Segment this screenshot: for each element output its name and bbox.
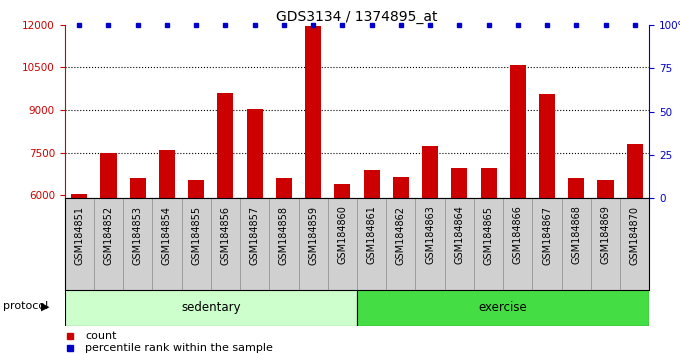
Bar bbox=[130, 178, 146, 198]
Title: GDS3134 / 1374895_at: GDS3134 / 1374895_at bbox=[276, 10, 438, 24]
Text: GSM184852: GSM184852 bbox=[103, 206, 114, 265]
Text: GSM184856: GSM184856 bbox=[220, 206, 231, 264]
Text: GSM184857: GSM184857 bbox=[250, 206, 260, 265]
Bar bbox=[71, 194, 87, 198]
Text: GSM184863: GSM184863 bbox=[425, 206, 435, 264]
Text: GSM184851: GSM184851 bbox=[74, 206, 84, 264]
Text: sedentary: sedentary bbox=[181, 302, 241, 314]
Bar bbox=[568, 178, 584, 198]
Bar bbox=[101, 153, 116, 198]
Text: GSM184868: GSM184868 bbox=[571, 206, 581, 264]
Text: GSM184866: GSM184866 bbox=[513, 206, 523, 264]
Text: percentile rank within the sample: percentile rank within the sample bbox=[85, 343, 273, 353]
Bar bbox=[422, 145, 438, 198]
Text: protocol: protocol bbox=[3, 301, 49, 311]
Text: GSM184869: GSM184869 bbox=[600, 206, 611, 264]
Text: GSM184854: GSM184854 bbox=[162, 206, 172, 264]
Bar bbox=[247, 109, 262, 198]
Bar bbox=[357, 290, 649, 326]
Bar bbox=[159, 150, 175, 198]
Bar bbox=[276, 178, 292, 198]
Text: GSM184862: GSM184862 bbox=[396, 206, 406, 264]
Text: ▶: ▶ bbox=[41, 301, 50, 311]
Bar bbox=[305, 26, 321, 198]
Bar bbox=[452, 169, 467, 198]
Text: exercise: exercise bbox=[479, 302, 528, 314]
Bar bbox=[510, 64, 526, 198]
Text: count: count bbox=[85, 331, 116, 341]
Bar bbox=[218, 93, 233, 198]
Text: GSM184864: GSM184864 bbox=[454, 206, 464, 264]
Bar bbox=[627, 144, 643, 198]
Bar bbox=[65, 290, 357, 326]
Text: GSM184867: GSM184867 bbox=[542, 206, 552, 264]
Bar bbox=[335, 184, 350, 198]
Text: GSM184860: GSM184860 bbox=[337, 206, 347, 264]
Text: GSM184861: GSM184861 bbox=[367, 206, 377, 264]
Bar bbox=[188, 180, 204, 198]
Text: GSM184855: GSM184855 bbox=[191, 206, 201, 265]
Bar bbox=[481, 169, 496, 198]
Text: GSM184859: GSM184859 bbox=[308, 206, 318, 264]
Text: GSM184865: GSM184865 bbox=[483, 206, 494, 264]
Text: GSM184853: GSM184853 bbox=[133, 206, 143, 264]
Bar bbox=[539, 95, 555, 198]
Bar bbox=[364, 170, 379, 198]
Text: GSM184858: GSM184858 bbox=[279, 206, 289, 264]
Text: GSM184870: GSM184870 bbox=[630, 206, 640, 264]
Bar bbox=[598, 180, 613, 198]
Bar bbox=[393, 177, 409, 198]
